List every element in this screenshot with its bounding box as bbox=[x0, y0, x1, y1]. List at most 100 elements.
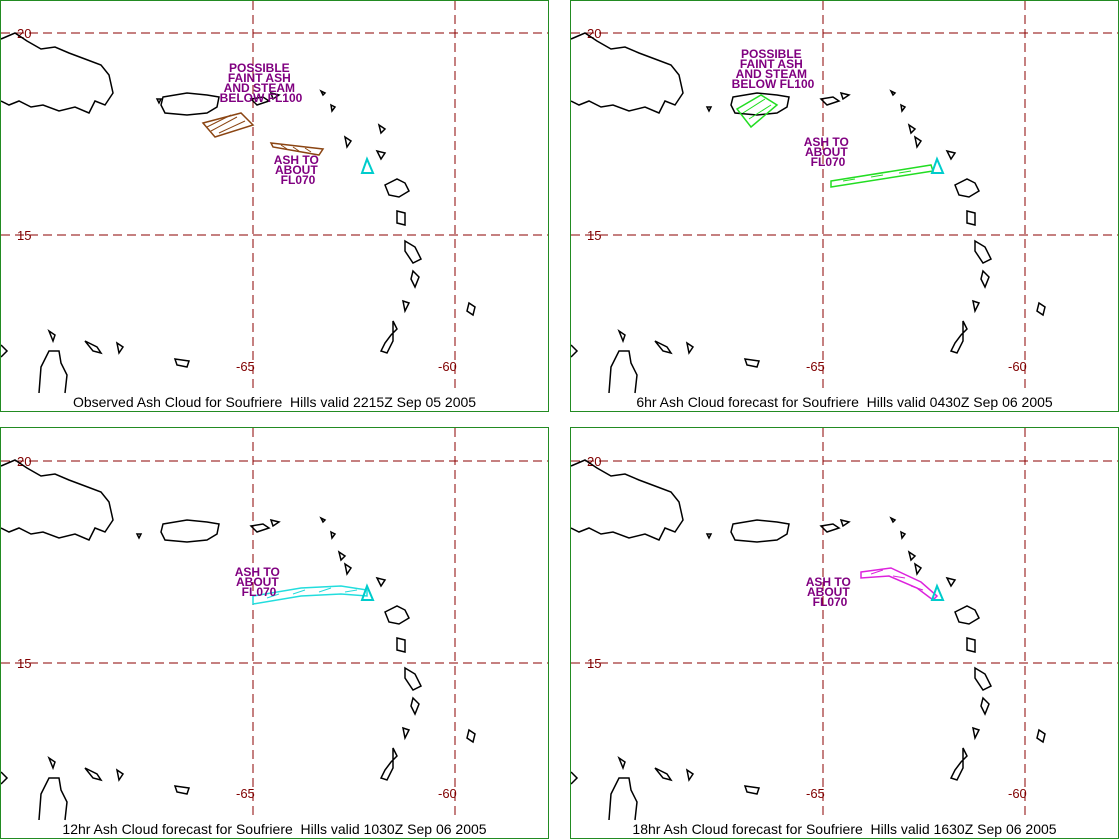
coast-anguilla bbox=[889, 89, 897, 97]
coast-aruba bbox=[47, 329, 56, 344]
panel-caption: Observed Ash Cloud for Soufriere Hills v… bbox=[72, 394, 477, 410]
coast-aruba bbox=[617, 329, 626, 344]
volcano-icon bbox=[930, 583, 945, 601]
coast-venezuela-peninsula bbox=[38, 777, 68, 821]
coast-vi-2 bbox=[839, 518, 851, 528]
coast-stlucia bbox=[410, 269, 420, 289]
lon-label-65: -65 bbox=[806, 786, 825, 801]
coast-barbados bbox=[466, 301, 476, 317]
coast-stvincent bbox=[972, 299, 981, 314]
map-canvas: 20 15 -65 -60 bbox=[571, 428, 1118, 821]
volcano-icon bbox=[930, 156, 945, 174]
coast-stvincent bbox=[402, 299, 411, 314]
coast-puerto-rico bbox=[730, 519, 790, 543]
coast-bonaire bbox=[115, 768, 125, 782]
coast-venezuela-peninsula bbox=[38, 350, 68, 394]
coast-aruba bbox=[47, 756, 56, 771]
coast-hispaniola bbox=[1, 32, 114, 114]
ash-plume-narrow bbox=[860, 567, 939, 601]
coast-stlucia bbox=[980, 696, 990, 716]
map-panel-6hr: 20 15 -65 -60 bbox=[570, 0, 1119, 412]
coast-bonaire bbox=[115, 341, 125, 355]
coast-stvincent bbox=[402, 726, 411, 741]
coast-barbados bbox=[466, 728, 476, 744]
coast-martinique bbox=[404, 239, 423, 264]
coast-stkitts bbox=[913, 135, 923, 149]
coast-aruba bbox=[617, 756, 626, 771]
coast-anguilla bbox=[889, 516, 897, 524]
panel-caption: 6hr Ash Cloud forecast for Soufriere Hil… bbox=[636, 394, 1053, 410]
coast-antigua bbox=[945, 149, 957, 161]
volcano-icon bbox=[360, 583, 375, 601]
coast-stlucia bbox=[980, 269, 990, 289]
coastlines bbox=[571, 459, 1046, 821]
coast-stkitts bbox=[343, 562, 353, 576]
coast-barbados bbox=[1036, 728, 1046, 744]
coast-mona bbox=[705, 533, 713, 540]
coast-stmartin bbox=[900, 103, 907, 113]
coast-mainland-left bbox=[571, 771, 579, 785]
volcano-icon bbox=[360, 156, 375, 174]
coast-grenadines bbox=[379, 320, 398, 354]
ash-area-faint bbox=[735, 94, 779, 129]
coast-barbados bbox=[1036, 301, 1046, 317]
ash-18hr-polygon-group bbox=[860, 567, 939, 601]
coast-curacao bbox=[84, 340, 103, 355]
coast-grenadines bbox=[379, 747, 398, 781]
ash-plume-narrow bbox=[252, 585, 368, 605]
graticule bbox=[571, 1, 1118, 393]
coast-vi-2 bbox=[839, 91, 851, 101]
coast-vi-1 bbox=[819, 523, 841, 533]
coast-puerto-rico bbox=[730, 92, 790, 116]
coast-dominica bbox=[396, 210, 406, 226]
coastlines bbox=[1, 32, 476, 394]
coast-guadeloupe bbox=[384, 605, 410, 625]
coast-venezuela-peninsula bbox=[608, 350, 638, 394]
coast-hispaniola bbox=[571, 32, 684, 114]
coast-curacao bbox=[84, 767, 103, 782]
coast-vi-2 bbox=[269, 91, 281, 101]
coast-guadeloupe bbox=[954, 178, 980, 198]
panel-caption: 12hr Ash Cloud forecast for Soufriere Hi… bbox=[62, 821, 487, 837]
map-panel-12hr: 20 15 -65 -60 bbox=[0, 427, 549, 839]
coast-venezuela-peninsula bbox=[608, 777, 638, 821]
coast-bonaire bbox=[685, 341, 695, 355]
coast-guadeloupe bbox=[954, 605, 980, 625]
lon-label-60: -60 bbox=[1008, 359, 1027, 374]
annotation-ash-level: ASH TO ABOUT FL070 bbox=[274, 153, 322, 187]
coast-bonaire bbox=[685, 768, 695, 782]
lon-label-60: -60 bbox=[438, 786, 457, 801]
coast-antigua bbox=[375, 576, 387, 588]
coast-dominica bbox=[396, 637, 406, 653]
coast-curacao bbox=[654, 340, 673, 355]
map-canvas: 20 15 -65 -60 bbox=[1, 428, 548, 821]
coast-puerto-rico bbox=[160, 92, 220, 116]
coast-hispaniola bbox=[1, 459, 114, 541]
annotation-ash-level: ASH TO ABOUT FL070 bbox=[235, 565, 283, 599]
lat-label-15: 15 bbox=[17, 228, 31, 243]
panel-caption: 18hr Ash Cloud forecast for Soufriere Hi… bbox=[632, 821, 1057, 837]
lon-label-60: -60 bbox=[1008, 786, 1027, 801]
coast-vi-1 bbox=[249, 523, 271, 533]
coast-margarita bbox=[743, 785, 760, 795]
annotation-faint-ash: POSSIBLE FAINT ASH AND STEAM BELOW FL100 bbox=[220, 61, 303, 105]
coast-stmartin bbox=[330, 103, 337, 113]
lat-label-20: 20 bbox=[587, 454, 601, 469]
lon-label-60: -60 bbox=[438, 359, 457, 374]
map-panel-18hr: 20 15 -65 -60 bbox=[570, 427, 1119, 839]
coast-martinique bbox=[404, 666, 423, 691]
coast-barbuda bbox=[907, 550, 917, 562]
coast-stkitts bbox=[343, 135, 353, 149]
coast-grenadines bbox=[949, 320, 968, 354]
lon-label-65: -65 bbox=[806, 359, 825, 374]
coast-curacao bbox=[654, 767, 673, 782]
coast-martinique bbox=[974, 666, 993, 691]
ash-12hr-polygon-group bbox=[252, 585, 368, 605]
coast-grenadines bbox=[949, 747, 968, 781]
coast-mona bbox=[155, 98, 163, 105]
coast-mainland-left bbox=[1, 344, 9, 358]
lat-label-20: 20 bbox=[17, 454, 31, 469]
coast-guadeloupe bbox=[384, 178, 410, 198]
map-panel-observed: 20 15 -65 -60 bbox=[0, 0, 549, 412]
coast-antigua bbox=[945, 576, 957, 588]
